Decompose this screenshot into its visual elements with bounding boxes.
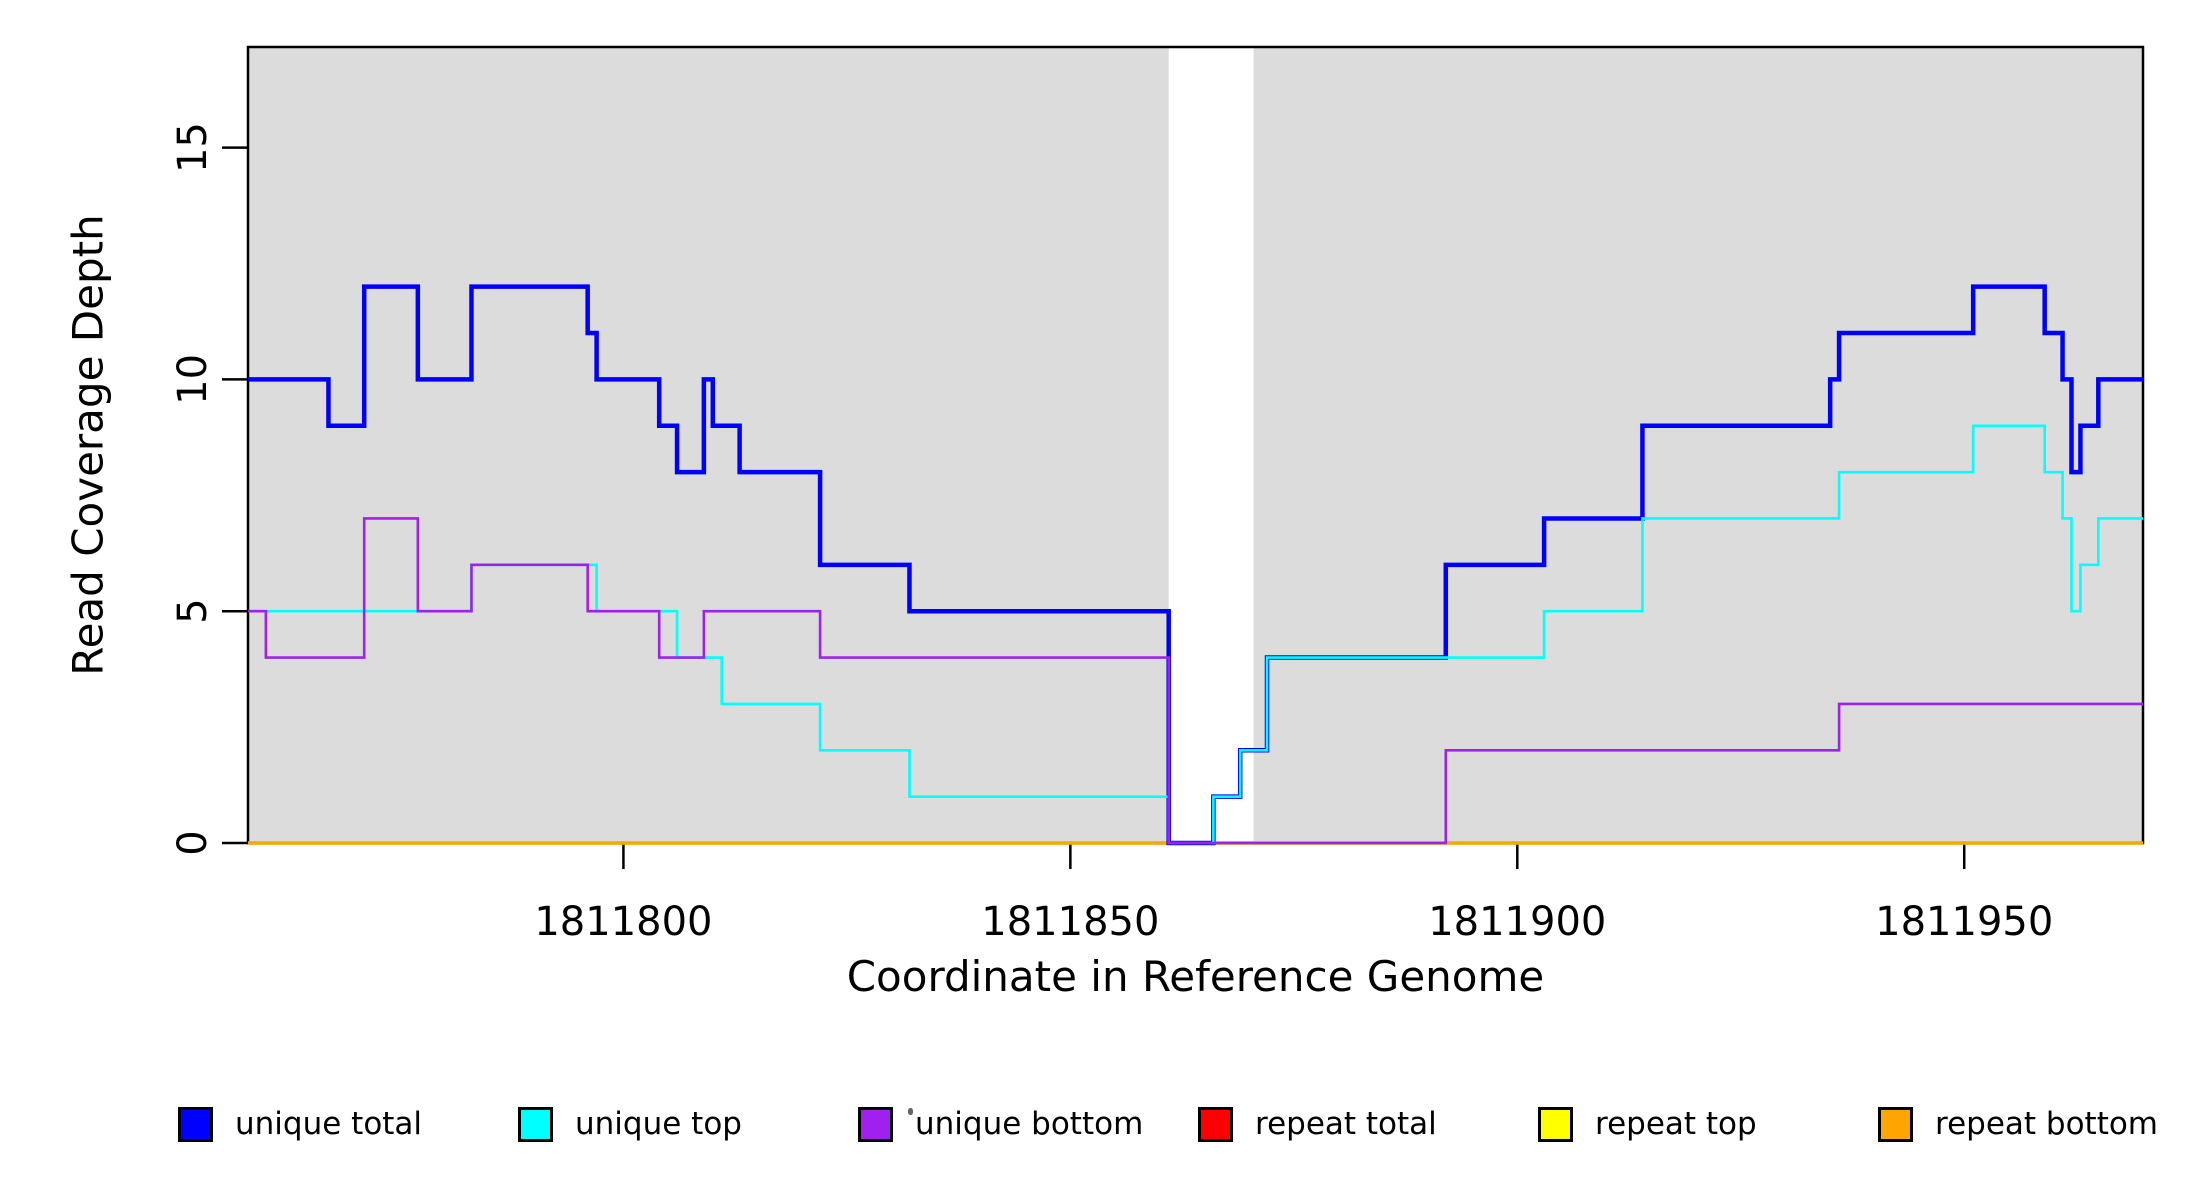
x-tick-label: 1811850 <box>981 899 1159 945</box>
x-tick-label: 1811950 <box>1875 899 2053 945</box>
shaded-region <box>248 47 1169 843</box>
y-tick-label: 0 <box>170 830 216 855</box>
stray-dot <box>908 1108 913 1115</box>
y-axis-title: Read Coverage Depth <box>63 214 113 676</box>
y-tick-label: 10 <box>170 354 216 405</box>
shaded-region <box>1253 47 2143 843</box>
y-tick-label: 5 <box>170 598 216 623</box>
y-tick-label: 15 <box>170 122 216 173</box>
x-tick-label: 1811800 <box>534 899 712 945</box>
series-unique-bottom <box>248 517 2143 845</box>
x-tick-label: 1811900 <box>1428 899 1606 945</box>
x-axis-title: Coordinate in Reference Genome <box>846 952 1545 1001</box>
